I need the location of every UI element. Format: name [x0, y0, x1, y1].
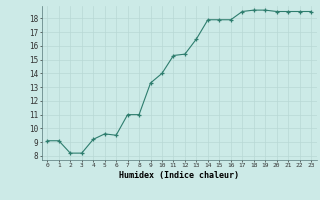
X-axis label: Humidex (Indice chaleur): Humidex (Indice chaleur) [119, 171, 239, 180]
